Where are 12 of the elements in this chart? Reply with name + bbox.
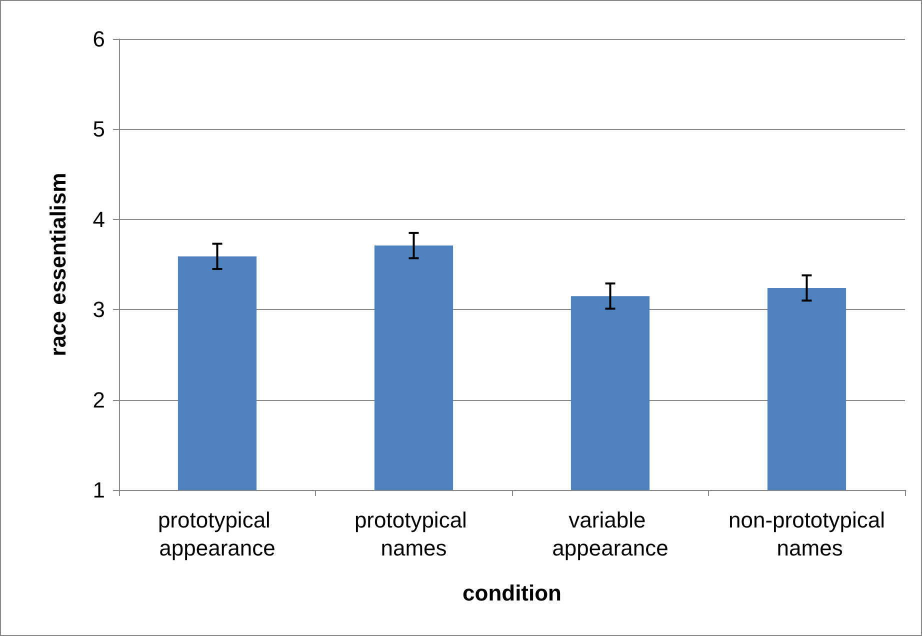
- y-tick-label: 3: [92, 297, 105, 322]
- x-tick-label: prototypical appearance: [158, 508, 277, 560]
- y-tick-label: 1: [92, 478, 105, 502]
- x-tick-label: non-prototypical names: [728, 508, 886, 560]
- y-tick-label: 5: [92, 116, 105, 142]
- y-tick-label: 2: [92, 387, 105, 412]
- x-tick-label: variable appearance: [552, 508, 668, 560]
- y-tick-label: 4: [92, 206, 105, 232]
- y-axis-title: race essentialism: [46, 172, 70, 356]
- x-axis-title: condition: [462, 580, 562, 606]
- x-tick-label: prototypical names: [354, 508, 474, 560]
- y-tick-label: 6: [92, 26, 105, 52]
